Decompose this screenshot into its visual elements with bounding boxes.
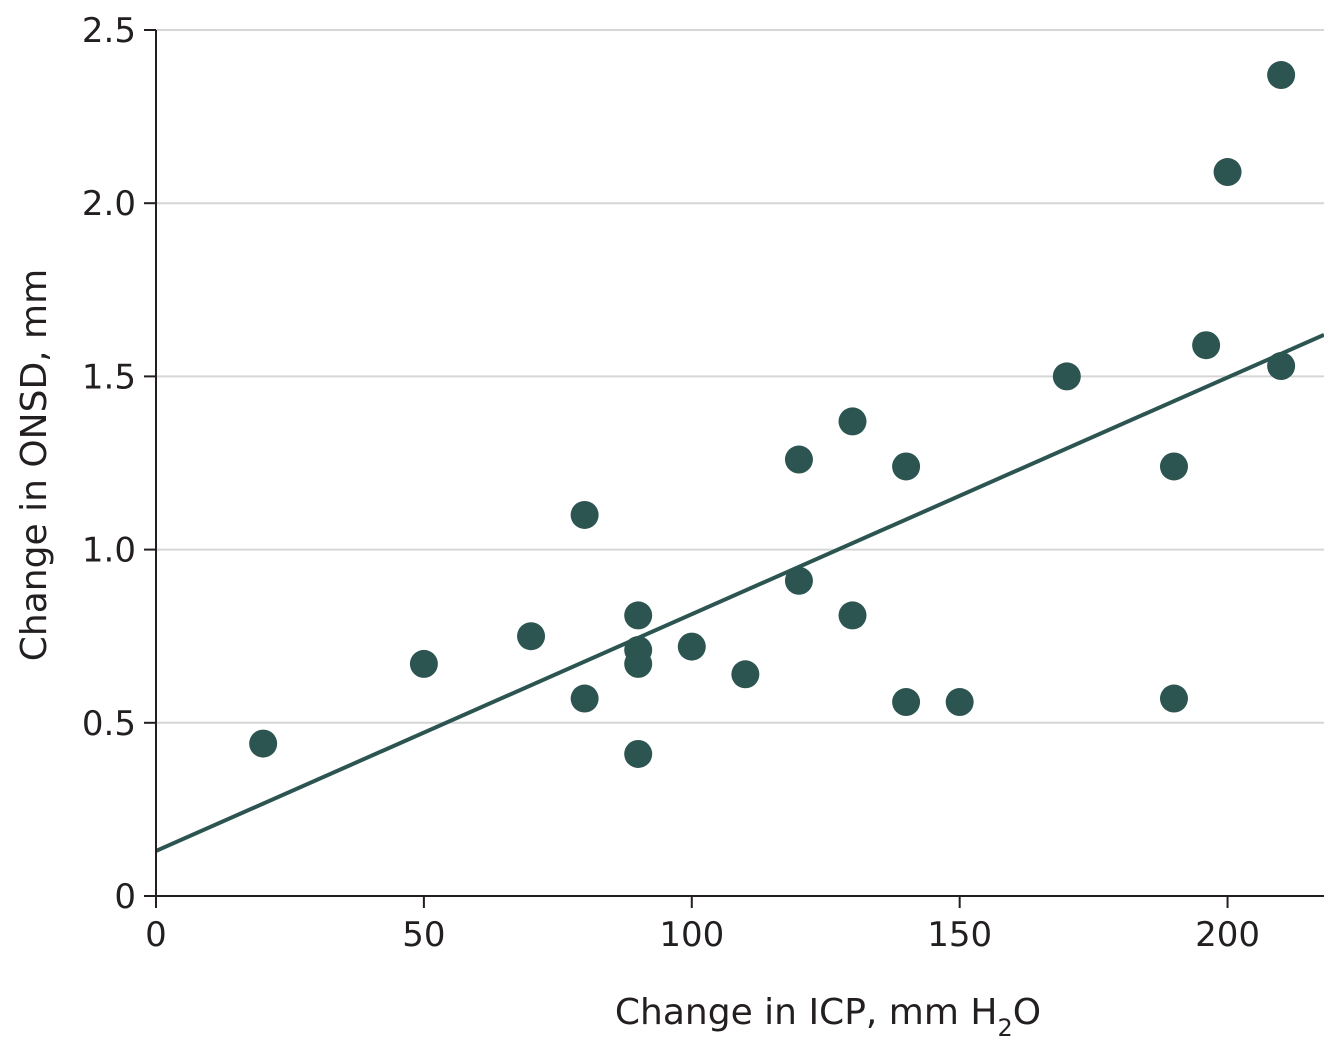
x-tick-label-4: 200 [1195,915,1260,955]
data-point-17 [945,688,974,717]
data-point-20 [1159,684,1188,713]
data-point-10 [731,660,760,689]
gridlines [156,29,1324,724]
y-tick-label-3: 1.5 [82,357,136,397]
data-point-3 [570,500,599,529]
y-tick-label-0: 0 [114,877,136,917]
data-point-12 [784,566,813,595]
data-point-7 [624,649,653,678]
x-axis-label: Change in ICP, mm H2O [615,992,1041,1039]
data-point-13 [838,407,867,436]
data-point-9 [677,632,706,661]
regression-line [155,333,1324,853]
data-point-0 [249,729,278,758]
x-tick-label-0: 0 [145,915,167,955]
x-tick-label-1: 50 [402,915,445,955]
data-point-2 [517,622,546,651]
data-point-11 [784,445,813,474]
tick-labels: 0 0.5 1.0 1.5 2.0 2.5 0 50 100 150 200 [82,11,1260,955]
data-point-23 [1267,61,1296,90]
data-point-1 [409,649,438,678]
y-tick-label-5: 2.5 [82,11,136,51]
data-point-4 [570,684,599,713]
data-point-14 [838,601,867,630]
x-axis-label-suffix: O [1013,992,1041,1033]
data-point-8 [624,739,653,768]
y-tick-label-2: 1.0 [82,531,136,571]
x-axis-label-main: Change in ICP, mm H [615,992,998,1033]
y-axis-label: Change in ONSD, mm [14,269,55,661]
y-tick-label-4: 2.0 [82,184,136,224]
x-tick-label-2: 100 [659,915,724,955]
axes [144,29,1324,908]
data-point-19 [1159,452,1188,481]
y-tick-label-1: 0.5 [82,704,136,744]
data-point-18 [1052,362,1081,391]
data-point-16 [892,688,921,717]
x-tick-label-3: 150 [927,915,992,955]
data-points [249,61,1296,768]
data-point-24 [1267,352,1296,381]
x-axis-label-subscript: 2 [997,1014,1012,1039]
trend-line-layer [155,333,1324,853]
data-point-22 [1213,158,1242,187]
data-point-15 [892,452,921,481]
data-point-21 [1192,331,1221,360]
data-point-5 [624,601,653,630]
